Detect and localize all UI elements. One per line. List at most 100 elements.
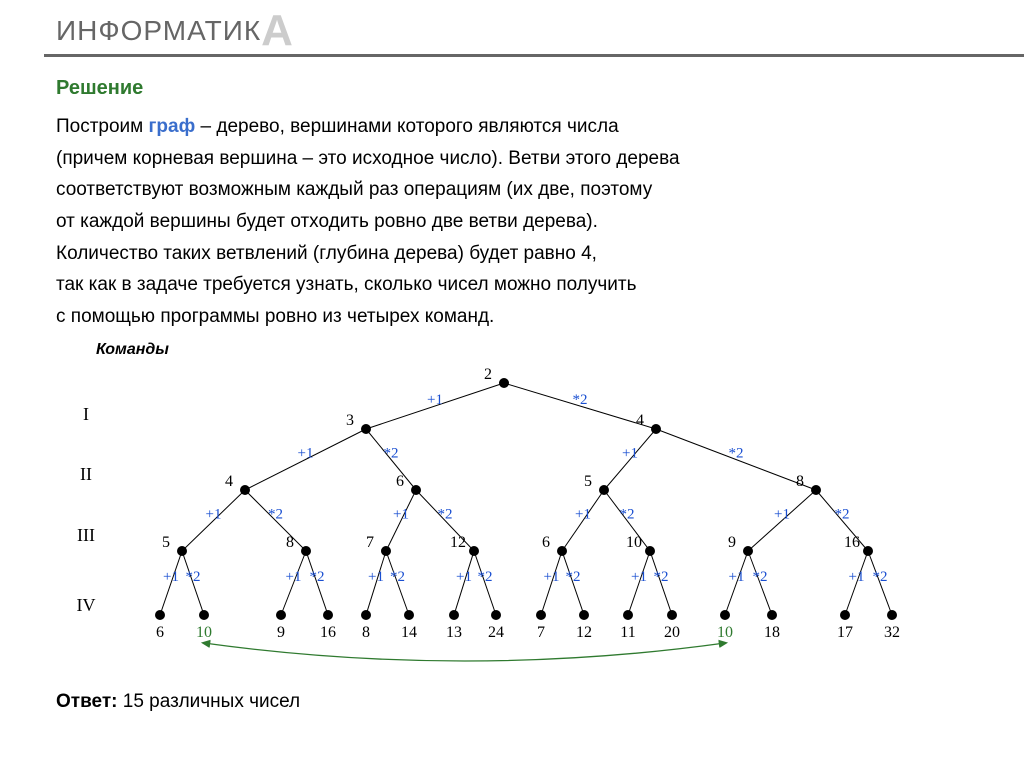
op-label: +1 xyxy=(729,569,745,585)
p1b: – дерево, вершинами которого являются чи… xyxy=(195,116,618,137)
tree-node xyxy=(557,546,567,556)
graph-word: граф xyxy=(149,116,196,137)
node-label: 10 xyxy=(626,534,642,551)
leaf-label: 9 xyxy=(277,624,285,641)
tree-node xyxy=(651,424,661,434)
op-label: *2 xyxy=(390,569,405,585)
leaf-label: 20 xyxy=(664,624,680,641)
paragraph-3: соответствуют возможным каждый раз опера… xyxy=(56,177,1000,203)
leaf-label: 11 xyxy=(620,624,635,641)
tree-node xyxy=(599,485,609,495)
node-label: 7 xyxy=(366,534,374,551)
node-label: 8 xyxy=(796,473,804,490)
leaf-label: 8 xyxy=(362,624,370,641)
roman-I: I xyxy=(83,404,89,424)
op-label: *2 xyxy=(620,507,635,523)
leaf-label: 13 xyxy=(446,624,462,641)
tree-node xyxy=(240,485,250,495)
solution-title: Решение xyxy=(56,77,1000,100)
leaf-label: 16 xyxy=(320,624,336,641)
op-label: +1 xyxy=(163,569,179,585)
tree-leaf xyxy=(276,610,286,620)
op-label: *2 xyxy=(310,569,325,585)
tree-leaf xyxy=(361,610,371,620)
roman-III: III xyxy=(77,525,95,545)
tree-node xyxy=(499,378,509,388)
leaf-label: 10 xyxy=(196,624,212,641)
tree-node xyxy=(469,546,479,556)
op-label: *2 xyxy=(654,569,669,585)
header-big-a: А xyxy=(261,6,288,55)
op-label: +1 xyxy=(456,569,472,585)
page-header: ИНФОРМАТИКА xyxy=(44,0,1024,57)
op-label: +1 xyxy=(393,507,409,523)
p1a: Построим xyxy=(56,116,149,137)
answer-label: Ответ: xyxy=(56,691,117,712)
op-label: *2 xyxy=(835,507,850,523)
tree-leaf xyxy=(667,610,677,620)
node-label: 3 xyxy=(346,412,354,429)
op-label: *2 xyxy=(873,569,888,585)
leaf-label: 32 xyxy=(884,624,900,641)
leaf-label: 17 xyxy=(837,624,853,641)
tree-node xyxy=(381,546,391,556)
tree-leaf xyxy=(623,610,633,620)
op-label: *2 xyxy=(268,507,283,523)
tree-diagram: IIIIIIIV+1*2+1*2+1*2+1*2+1*2+1*2+1*2+1*2… xyxy=(56,365,996,685)
op-label: *2 xyxy=(729,446,744,462)
op-label: +1 xyxy=(774,507,790,523)
op-label: +1 xyxy=(206,507,222,523)
tree-node xyxy=(361,424,371,434)
tree-leaf xyxy=(404,610,414,620)
paragraph-1: Построим граф – дерево, вершинами которо… xyxy=(56,114,1000,140)
op-label: *2 xyxy=(384,446,399,462)
op-label: +1 xyxy=(849,569,865,585)
op-label: *2 xyxy=(438,507,453,523)
tree-node xyxy=(743,546,753,556)
node-label: 6 xyxy=(396,473,404,490)
node-label: 8 xyxy=(286,534,294,551)
op-label: +1 xyxy=(631,569,647,585)
op-label: +1 xyxy=(427,392,443,408)
answer-text: 15 различных чисел xyxy=(117,691,300,712)
node-label: 16 xyxy=(844,534,860,551)
tree-node xyxy=(645,546,655,556)
header-text: ИНФОРМАТИКА xyxy=(56,6,288,56)
tree-node xyxy=(811,485,821,495)
tree-leaf xyxy=(887,610,897,620)
paragraph-5: Количество таких ветвлений (глубина дере… xyxy=(56,241,1000,267)
tree-leaf xyxy=(840,610,850,620)
tree-node xyxy=(301,546,311,556)
op-label: *2 xyxy=(753,569,768,585)
tree-leaf xyxy=(767,610,777,620)
paragraph-6: так как в задаче требуется узнать, сколь… xyxy=(56,272,1000,298)
node-label: 12 xyxy=(450,534,466,551)
leaf-label: 14 xyxy=(401,624,417,641)
tree-node xyxy=(863,546,873,556)
content: Решение Построим граф – дерево, вершинам… xyxy=(0,57,1024,713)
op-label: +1 xyxy=(544,569,560,585)
op-label: *2 xyxy=(566,569,581,585)
dup-arrow xyxy=(204,643,725,661)
tree-leaf xyxy=(579,610,589,620)
leaf-label: 6 xyxy=(156,624,164,641)
paragraph-4: от каждой вершины будет отходить ровно д… xyxy=(56,209,1000,235)
node-label: 5 xyxy=(162,534,170,551)
op-label: +1 xyxy=(286,569,302,585)
roman-II: II xyxy=(80,464,92,484)
tree-leaf xyxy=(323,610,333,620)
op-label: +1 xyxy=(575,507,591,523)
op-label: *2 xyxy=(186,569,201,585)
tree-leaf xyxy=(155,610,165,620)
op-label: *2 xyxy=(573,392,588,408)
leaf-label: 10 xyxy=(717,624,733,641)
node-label: 5 xyxy=(584,473,592,490)
tree-leaf xyxy=(720,610,730,620)
tree-node xyxy=(411,485,421,495)
node-label: 4 xyxy=(225,473,233,490)
answer-line: Ответ: 15 различных чисел xyxy=(56,691,1000,713)
tree-leaf xyxy=(449,610,459,620)
header-title: ИНФОРМАТИК xyxy=(56,15,261,46)
leaf-label: 24 xyxy=(488,624,504,641)
tree-leaf xyxy=(491,610,501,620)
